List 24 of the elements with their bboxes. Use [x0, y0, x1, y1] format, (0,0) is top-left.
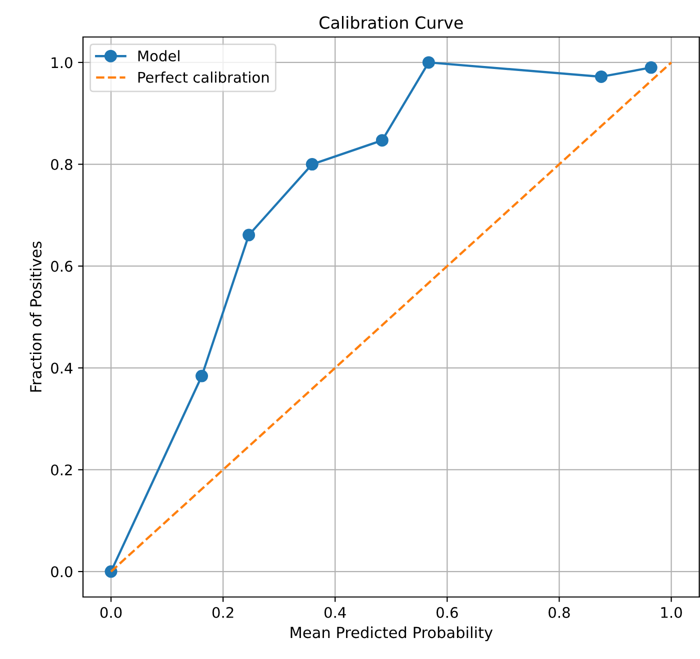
legend-label: Perfect calibration — [138, 72, 269, 83]
point — [196, 370, 208, 382]
point — [595, 70, 608, 83]
point — [306, 158, 318, 171]
legend-label: Model — [138, 50, 180, 62]
point — [242, 228, 256, 242]
x-tick-label: 1.0 — [661, 606, 682, 618]
y-tick-label: 0.4 — [51, 362, 72, 374]
point — [644, 61, 658, 74]
y-tick-label: 0.8 — [51, 158, 72, 170]
x-tick-label: 0.4 — [324, 606, 346, 618]
x-tick-label: 0.2 — [212, 606, 234, 618]
y-tick-label: 1.0 — [52, 57, 72, 68]
point — [422, 56, 435, 69]
x-tick-label: 0.0 — [100, 606, 122, 618]
y-axis-title: Fraction of Positives — [30, 242, 42, 392]
y-tick-label: 0.2 — [51, 464, 72, 476]
y-tick-label: 0.6 — [51, 260, 72, 272]
point — [376, 134, 388, 147]
chart-title: Calibration Curve — [320, 16, 463, 29]
x-axis-title: Mean Predicted Probability — [290, 626, 493, 642]
x-tick-label: 0.8 — [548, 606, 570, 618]
y-tick-label: 0.0 — [51, 566, 72, 578]
x-tick-label: 0.6 — [436, 606, 458, 618]
